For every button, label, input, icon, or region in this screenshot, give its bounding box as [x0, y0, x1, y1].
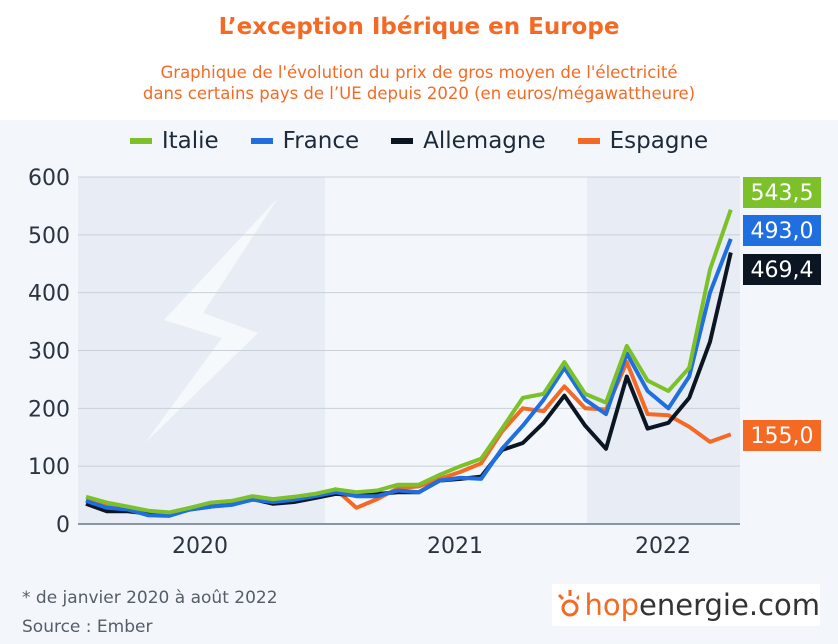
y-tick-label: 500	[28, 224, 70, 249]
legend-swatch	[577, 138, 600, 144]
legend-label: Espagne	[609, 128, 709, 154]
end-label-france: 493,0	[751, 219, 814, 244]
logo-text-hop: hop	[584, 588, 640, 622]
y-tick-label: 200	[28, 397, 70, 422]
y-tick-label: 100	[28, 455, 70, 480]
legend-item-france: France	[250, 128, 360, 154]
end-label-espagne: 155,0	[751, 424, 814, 449]
logo-text-energie: energie.com	[639, 588, 820, 622]
source: Source : Ember	[22, 617, 153, 637]
legend-swatch	[250, 138, 273, 144]
footnote: * de janvier 2020 à août 2022	[22, 588, 278, 608]
end-label-bg	[743, 177, 821, 208]
header: L’exception Ibérique en Europe Graphique…	[0, 0, 838, 120]
legend-swatch	[391, 138, 414, 144]
legend-label: Italie	[161, 128, 219, 154]
y-tick-label: 300	[28, 340, 70, 365]
legend-label: France	[282, 128, 360, 154]
end-label-bg	[743, 420, 821, 451]
end-label-bg	[743, 215, 821, 246]
end-label-italie: 543,5	[751, 181, 814, 206]
hopenergie-logo: hop energie.com	[552, 584, 820, 626]
series-line-italie	[85, 209, 733, 515]
lightning-icon	[145, 198, 278, 443]
legend-item-italie: Italie	[129, 128, 219, 154]
y-tick-label: 400	[28, 282, 70, 307]
legend: Italie France Allemagne Espagne	[0, 128, 838, 154]
chart-subtitle: Graphique de l'évolution du prix de gros…	[0, 62, 838, 104]
legend-item-allemagne: Allemagne	[391, 128, 546, 154]
x-tick-label: 2022	[635, 534, 691, 559]
chart-title: L’exception Ibérique en Europe	[218, 14, 620, 40]
x-tick-label: 2020	[172, 534, 228, 559]
legend-swatch	[129, 138, 152, 144]
subtitle-line-2: dans certains pays de l’UE depuis 2020 (…	[142, 84, 696, 103]
series-line-france	[85, 238, 733, 518]
subtitle-line-1: Graphique de l'évolution du prix de gros…	[160, 63, 678, 82]
x-tick-label: 2021	[427, 534, 483, 559]
sun-icon	[557, 590, 579, 617]
end-label-bg	[743, 254, 821, 285]
legend-item-espagne: Espagne	[577, 128, 709, 154]
legend-label: Allemagne	[423, 128, 546, 154]
y-tick-label: 600	[28, 166, 70, 191]
y-tick-label: 0	[56, 513, 70, 538]
end-label-allemagne: 469,4	[751, 258, 814, 283]
